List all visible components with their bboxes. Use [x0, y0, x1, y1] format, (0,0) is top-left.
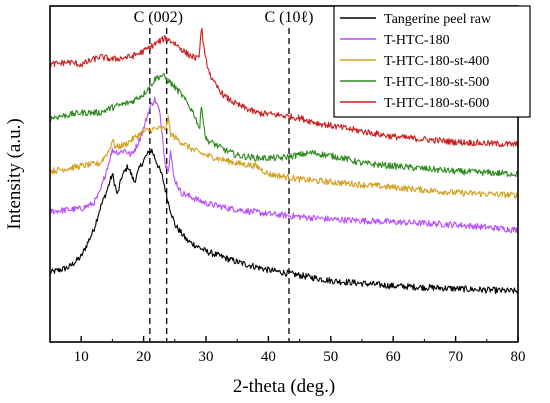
annotation-label-2: C (10ℓ) — [264, 9, 313, 26]
x-tick-label: 40 — [261, 349, 276, 365]
series-line-3 — [49, 115, 519, 199]
series-line-1 — [49, 148, 519, 295]
annotation-label-1: C (002) — [134, 9, 183, 26]
legend-label: T-HTC-180-st-600 — [384, 96, 489, 111]
x-axis-title: 2-theta (deg.) — [233, 376, 335, 397]
x-ticks: 10 20 30 40 50 60 70 80 — [49, 336, 526, 365]
x-tick-label: 10 — [74, 349, 89, 365]
legend-box — [333, 5, 531, 118]
annotations: C (002) C (10ℓ) — [134, 9, 314, 26]
x-tick-label: 60 — [386, 349, 401, 365]
legend-label: Tangerine peel raw — [384, 12, 492, 27]
x-tick-label: 70 — [448, 349, 463, 365]
legend-label: T-HTC-180 — [384, 33, 450, 48]
series-group — [49, 27, 519, 295]
x-tick-label: 80 — [511, 349, 526, 365]
legend-label: T-HTC-180-st-500 — [384, 75, 489, 90]
reference-lines — [149, 28, 290, 342]
x-tick-label: 50 — [323, 349, 338, 365]
series-line-2 — [49, 96, 519, 234]
x-tick-label: 30 — [199, 349, 214, 365]
series-line-5 — [49, 27, 519, 148]
legend: Tangerine peel raw T-HTC-180 T-HTC-180-st-… — [333, 5, 531, 118]
series-line-4 — [49, 72, 519, 178]
x-tick-label: 20 — [136, 349, 151, 365]
plot-frame — [49, 5, 519, 343]
legend-label: T-HTC-180-st-400 — [384, 54, 489, 69]
y-axis-title: Intensity (a.u.) — [4, 118, 25, 229]
